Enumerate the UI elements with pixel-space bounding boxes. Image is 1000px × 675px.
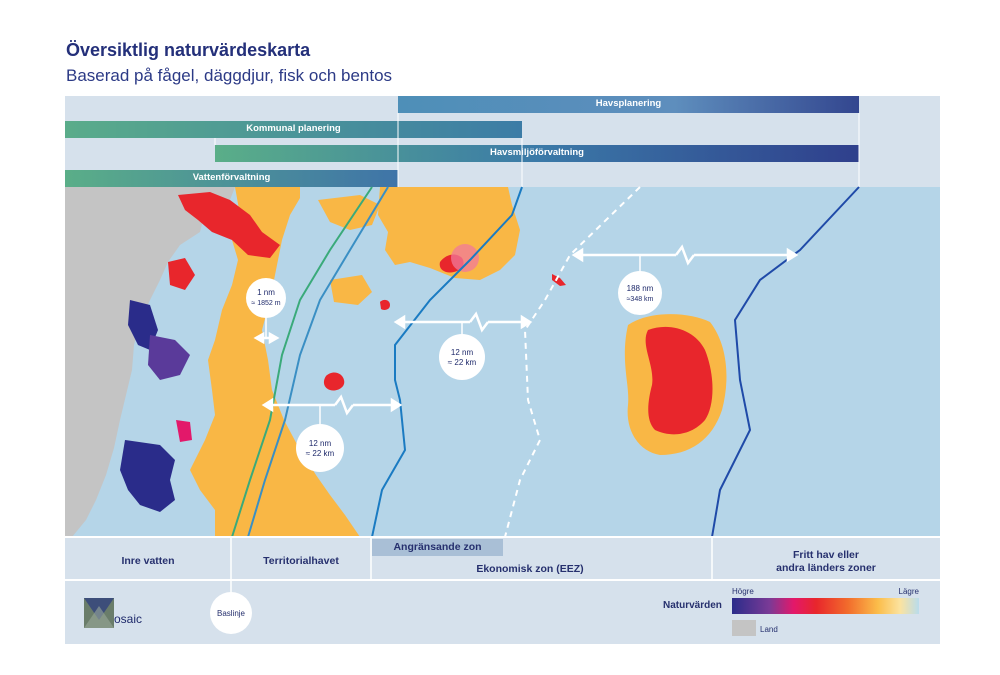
contiguous-zone-line <box>504 186 641 538</box>
high-value-area <box>323 372 345 391</box>
band-vattenforvaltning <box>65 170 398 187</box>
page-subtitle: Baserad på fågel, däggdjur, fisk och ben… <box>66 66 393 85</box>
baseline <box>231 186 373 538</box>
distance-arrow-12nm-offshore <box>393 311 533 333</box>
high-value-area <box>380 299 390 310</box>
distance-label-12nm-coast: 12 nm ≈ 22 km <box>296 405 344 472</box>
zone-fritt-hav-line1: Fritt hav eller <box>793 549 859 561</box>
contiguous-zone-box <box>372 539 503 556</box>
coastal-value-area <box>190 187 360 537</box>
map-area: 1 nm ≈ 1852 m 12 nm ≈ 22 km 12 nm ≈ 22 k… <box>65 186 940 538</box>
land-area <box>65 187 235 537</box>
offshore-value-area <box>378 187 520 280</box>
baseline-label: Baslinje <box>216 609 245 618</box>
band-label-vattenforvaltning: Vattenförvaltning <box>192 172 271 183</box>
band-havsmiljoforvaltning <box>215 145 859 162</box>
distance-188nm-line2: ≈348 km <box>627 296 654 303</box>
zone-strip <box>65 536 940 634</box>
zone-angransande: Angränsande zon <box>393 541 482 553</box>
highest-value-area <box>176 420 192 442</box>
distance-12nm-coast-line2: ≈ 22 km <box>306 449 335 458</box>
zone-fritt-hav-line2: andra länders zoner <box>776 562 876 574</box>
legend-land-label: Land <box>760 625 778 634</box>
page-title: Översiktlig naturvärdeskarta <box>66 40 311 60</box>
one-nm-line <box>247 186 389 538</box>
distance-arrow-188nm <box>571 244 799 266</box>
legend-high-label: Högre <box>732 587 754 596</box>
distance-label-1nm: 1 nm ≈ 1852 m <box>246 278 286 338</box>
zone-inre-vatten: Inre vatten <box>121 555 175 567</box>
distance-arrow-12nm-coast <box>261 394 403 416</box>
band-kommunal-planering <box>65 121 522 138</box>
highest-value-area <box>148 335 190 380</box>
distance-188nm-line1: 188 nm <box>627 284 654 293</box>
high-value-area <box>552 274 566 286</box>
distance-label-12nm-offshore: 12 nm ≈ 22 km <box>439 322 485 380</box>
band-label-kommunal-planering: Kommunal planering <box>246 123 341 134</box>
distance-12nm-offshore-line2: ≈ 22 km <box>448 358 477 367</box>
distance-12nm-coast-line1: 12 nm <box>309 439 332 448</box>
baseline-marker <box>210 592 252 634</box>
high-value-area <box>168 258 195 290</box>
coastal-value-patch <box>318 195 380 230</box>
distance-1nm-line2: ≈ 1852 m <box>251 300 280 307</box>
band-label-havsplanering: Havsplanering <box>595 98 662 109</box>
management-bands <box>65 96 860 187</box>
legend-land-swatch <box>732 620 756 636</box>
legend-low-label: Lägre <box>898 587 919 596</box>
legend-title: Naturvärden <box>663 600 722 611</box>
mosaic-logo <box>84 598 114 628</box>
zone-territorialhavet: Territorialhavet <box>263 555 339 567</box>
coastal-value-patch <box>330 275 372 305</box>
band-label-havsmiljoforvaltning: Havsmiljöförvaltning <box>490 147 584 158</box>
legend-gradient-bar <box>732 598 919 614</box>
distance-12nm-offshore-line1: 12 nm <box>451 348 474 357</box>
high-value-circle <box>451 244 479 272</box>
logo-text: osaic <box>114 612 143 626</box>
distance-label-188nm: 188 nm ≈348 km <box>618 255 662 315</box>
high-value-area <box>178 192 280 258</box>
highest-value-area <box>120 440 175 512</box>
band-havsplanering <box>398 96 859 113</box>
offshore-bank-core <box>645 326 713 435</box>
territorial-line <box>371 186 523 538</box>
zone-eez: Ekonomisk zon (EEZ) <box>476 563 584 575</box>
distance-1nm-line1: 1 nm <box>257 288 275 297</box>
